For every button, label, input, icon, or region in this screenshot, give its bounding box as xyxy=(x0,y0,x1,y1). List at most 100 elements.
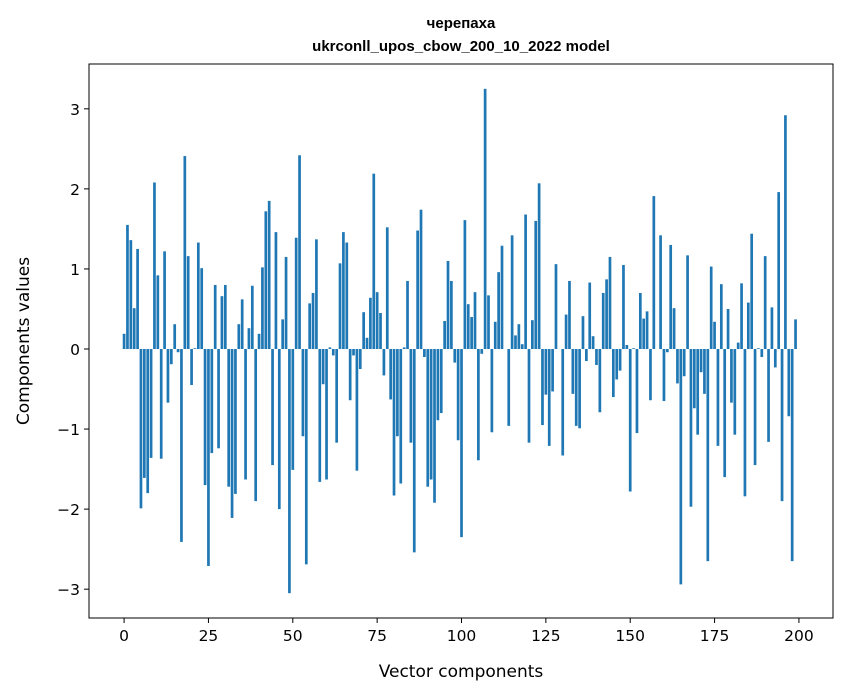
bar-4 xyxy=(136,248,139,350)
bar-177 xyxy=(719,284,723,350)
bar-92 xyxy=(433,349,436,503)
bar-14 xyxy=(169,349,173,365)
bar-70 xyxy=(358,349,362,370)
bar-146 xyxy=(615,349,619,380)
bar-67 xyxy=(348,349,352,401)
y-tick-label: 2 xyxy=(70,181,80,199)
bar-160 xyxy=(662,349,666,402)
bar-115 xyxy=(510,235,514,350)
bar-24 xyxy=(203,349,207,486)
bar-182 xyxy=(736,342,740,350)
bar-145 xyxy=(611,349,615,398)
bar-108 xyxy=(487,295,490,350)
bar-190 xyxy=(763,256,767,350)
bar-155 xyxy=(645,311,649,350)
bar-104 xyxy=(473,292,477,350)
bar-109 xyxy=(490,349,494,433)
bar-134 xyxy=(574,349,578,426)
bar-60 xyxy=(325,349,328,480)
x-tick-label: 75 xyxy=(367,627,387,645)
x-tick-label: 150 xyxy=(615,627,645,645)
bar-166 xyxy=(682,349,686,377)
bar-8 xyxy=(149,349,153,458)
bar-87 xyxy=(416,230,419,350)
bar-171 xyxy=(699,349,703,373)
bar-42 xyxy=(264,211,268,350)
bar-37 xyxy=(247,328,251,350)
bar-44 xyxy=(271,349,274,466)
bar-30 xyxy=(223,284,227,350)
bar-65 xyxy=(342,232,345,350)
bar-161 xyxy=(665,349,669,353)
bar-165 xyxy=(679,349,683,585)
chart-title-line2: ukrconll_upos_cbow_200_10_2022 model xyxy=(312,38,610,55)
x-axis-label: Vector components xyxy=(379,662,544,682)
bar-18 xyxy=(183,156,187,350)
bar-5 xyxy=(139,349,143,509)
bar-26 xyxy=(210,349,214,454)
x-tick-label: 0 xyxy=(119,627,129,645)
bar-191 xyxy=(767,349,770,442)
bar-88 xyxy=(419,209,423,350)
bar-153 xyxy=(638,292,642,350)
bar-184 xyxy=(743,349,747,497)
bar-178 xyxy=(723,349,727,478)
bar-23 xyxy=(200,268,204,350)
bar-6 xyxy=(142,349,146,478)
bar-31 xyxy=(227,349,231,487)
bar-83 xyxy=(402,347,406,350)
bar-28 xyxy=(217,349,220,449)
x-tick-label: 50 xyxy=(283,627,303,645)
bar-131 xyxy=(564,314,568,350)
bar-174 xyxy=(709,266,713,350)
bar-126 xyxy=(547,349,551,446)
bar-138 xyxy=(588,282,592,350)
bar-38 xyxy=(250,285,254,350)
bar-91 xyxy=(429,349,433,480)
bar-66 xyxy=(345,242,349,350)
bar-89 xyxy=(423,349,426,358)
bar-141 xyxy=(598,349,602,413)
x-tick-label: 200 xyxy=(784,627,814,645)
bar-135 xyxy=(578,349,581,429)
bar-154 xyxy=(642,318,646,350)
bar-50 xyxy=(291,349,295,470)
bar-123 xyxy=(537,183,541,350)
bar-120 xyxy=(527,349,531,443)
bar-36 xyxy=(244,349,247,480)
bar-125 xyxy=(544,349,548,395)
y-axis-label: Components values xyxy=(14,257,34,425)
bar-11 xyxy=(159,349,163,459)
y-tick-label: 1 xyxy=(70,261,80,279)
bar-189 xyxy=(760,349,764,358)
bar-122 xyxy=(534,220,538,350)
bar-93 xyxy=(436,349,440,421)
bar-188 xyxy=(757,348,760,350)
y-tick-label: −1 xyxy=(57,421,80,439)
bar-150 xyxy=(628,349,632,492)
bar-105 xyxy=(477,349,480,461)
bar-186 xyxy=(750,233,754,350)
bar-103 xyxy=(470,316,473,350)
bar-51 xyxy=(294,237,298,350)
bar-124 xyxy=(541,349,544,426)
bar-12 xyxy=(163,251,166,350)
bar-33 xyxy=(234,349,237,494)
bar-102 xyxy=(466,304,470,350)
bar-118 xyxy=(520,344,524,350)
bar-63 xyxy=(335,349,339,443)
bar-98 xyxy=(453,349,457,363)
bar-175 xyxy=(713,321,716,350)
bar-139 xyxy=(591,336,595,350)
bar-119 xyxy=(524,214,527,350)
bar-48 xyxy=(284,256,288,350)
bar-41 xyxy=(261,267,264,350)
bar-10 xyxy=(156,275,160,350)
bar-199 xyxy=(794,319,797,350)
bar-34 xyxy=(237,324,241,350)
bar-46 xyxy=(277,349,281,510)
bar-163 xyxy=(672,308,676,350)
bar-61 xyxy=(328,347,332,350)
bar-3 xyxy=(132,308,136,350)
bar-162 xyxy=(669,244,673,350)
